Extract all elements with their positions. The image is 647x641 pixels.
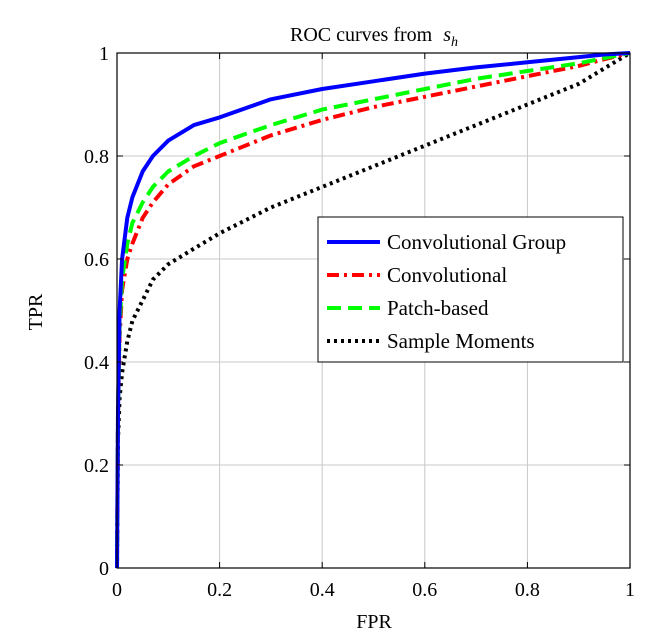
x-tick-label: 1 <box>625 579 635 601</box>
legend-label: Convolutional <box>387 263 507 287</box>
legend-label: Patch-based <box>387 296 489 320</box>
x-tick-label: 0.4 <box>310 579 335 601</box>
chart-title: ROC curves from sh <box>290 24 458 50</box>
chart-title-text: ROC curves from <box>290 24 433 46</box>
series-line-sample-moments <box>115 51 632 569</box>
plot-frame <box>116 52 631 569</box>
y-tick-label: 1 <box>99 43 109 65</box>
series-layer <box>115 51 632 569</box>
y-axis-label: TPR <box>25 293 47 330</box>
y-tick-label: 0.6 <box>84 249 109 271</box>
y-tick-label: 0.2 <box>84 455 109 477</box>
x-axis-label: FPR <box>356 611 392 633</box>
y-tick-label: 0.8 <box>84 146 109 168</box>
x-tick-label: 0.2 <box>207 579 232 601</box>
legend-label: Convolutional Group <box>387 230 566 254</box>
x-tick-label: 0.8 <box>515 579 540 601</box>
tick-layer: 0 0.2 0.4 0.6 0.8 1 0 0.2 0.4 0.6 0.8 1 <box>84 43 635 601</box>
series-line-convolutional-group <box>115 51 631 569</box>
x-tick-label: 0.6 <box>412 579 437 601</box>
chart-title-math: s <box>443 24 451 46</box>
x-tick-label: 0 <box>112 579 122 601</box>
y-tick-label: 0.4 <box>84 352 109 374</box>
legend: Convolutional Group Convolutional Patch-ba… <box>317 216 624 363</box>
y-tick-label: 0 <box>99 558 109 580</box>
chart-title-math-sub: h <box>451 35 458 50</box>
legend-label: Sample Moments <box>387 329 535 353</box>
